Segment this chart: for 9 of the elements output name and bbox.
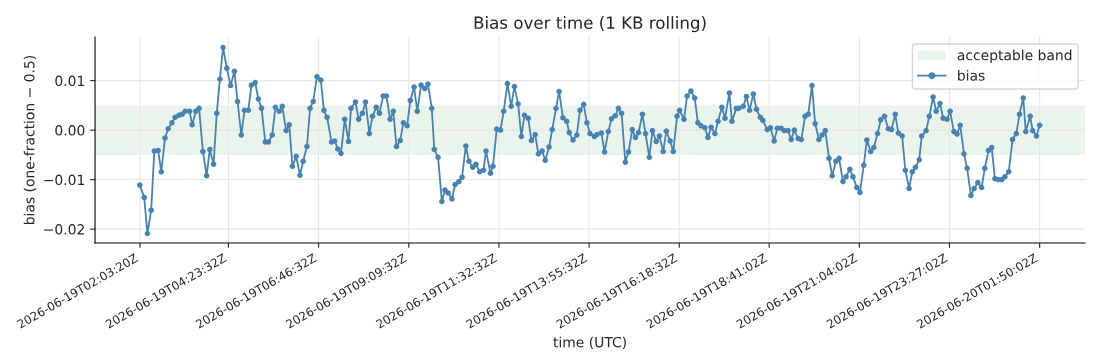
y-tick-label: −0.01 [44, 174, 85, 186]
y-tick-label: −0.02 [44, 224, 84, 235]
chart-title: Bias over time (1 KB rolling) [474, 16, 706, 33]
legend-label: bias [958, 69, 985, 81]
y-axis-title: bias (one-fraction − 0.5) [23, 56, 37, 224]
legend-label: acceptable band [957, 49, 1072, 64]
x-axis-title: time (UTC) [553, 336, 626, 350]
y-tick-label: 0.00 [55, 125, 85, 136]
y-tick-label: 0.01 [55, 75, 85, 87]
